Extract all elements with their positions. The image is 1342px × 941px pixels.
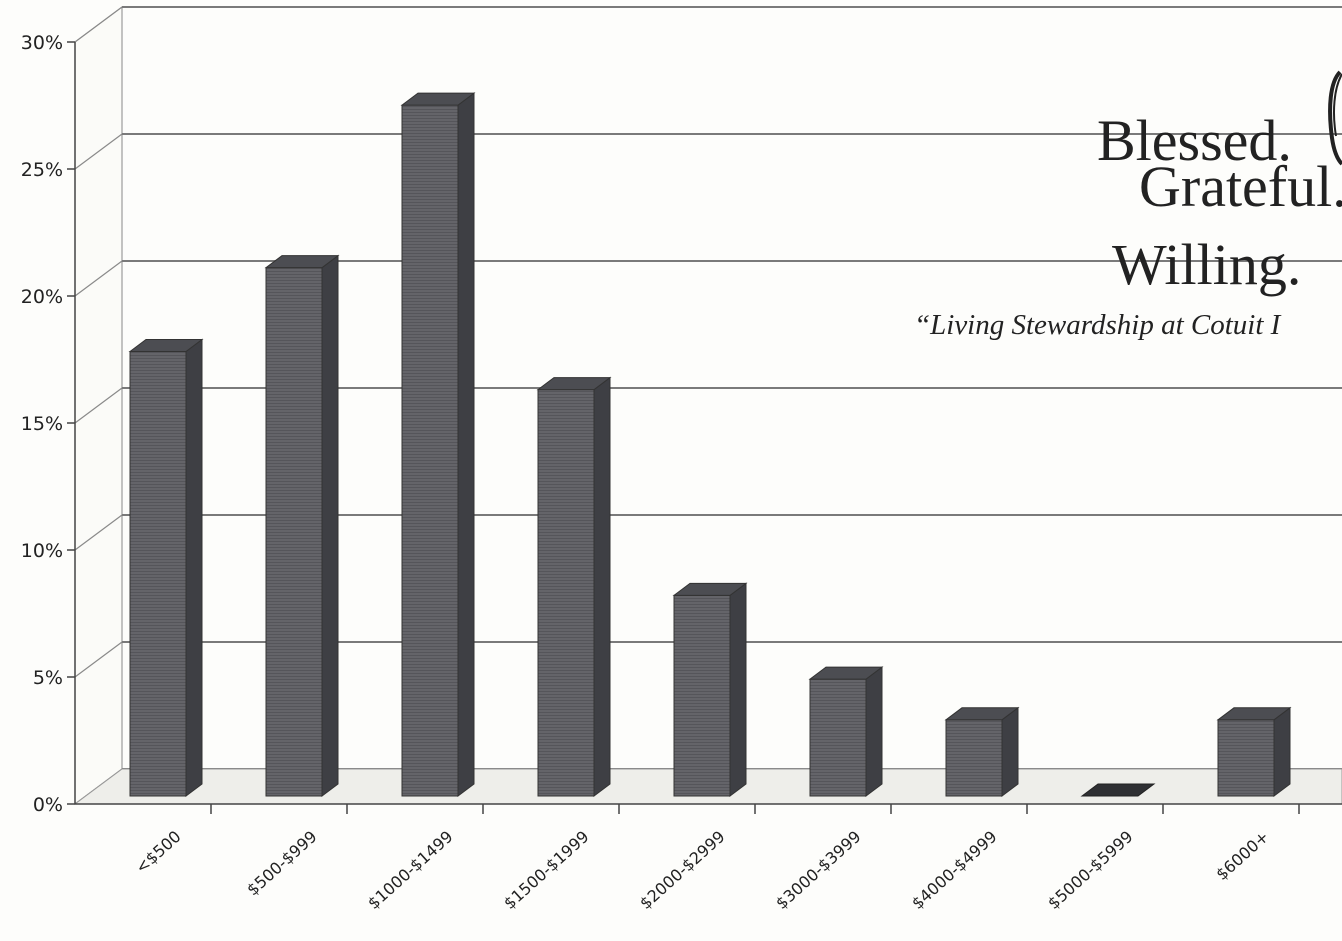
y-tick-label: 20%: [21, 286, 63, 308]
bar-top: [536, 377, 612, 391]
bar-front: [809, 678, 867, 797]
bar: [1216, 706, 1292, 797]
x-tick-label: $1500-$1999: [500, 827, 593, 913]
bar-side: [729, 582, 747, 797]
bars: [128, 92, 1292, 797]
y-tick-label: 5%: [33, 667, 63, 689]
slogan-line-blessed: Blessed.: [1097, 108, 1292, 173]
gridline-depth: [74, 133, 123, 170]
bar-top: [944, 707, 1020, 721]
x-tick-label: $4000-$4999: [908, 827, 1001, 913]
bar-side: [1273, 706, 1291, 797]
gridline-depth: [74, 641, 123, 678]
y-tick-label: 0%: [33, 794, 63, 816]
bar-front: [265, 267, 323, 797]
bar-front: [537, 389, 595, 797]
bar-top: [264, 255, 340, 269]
bar-front: [401, 104, 459, 797]
bar: [1080, 783, 1156, 797]
y-tick-label: 30%: [21, 32, 63, 54]
x-tick-label: $500-$999: [243, 827, 321, 899]
bar-side: [185, 338, 203, 797]
bar-top: [808, 666, 884, 680]
x-axis-tick-labels: <$500 $500-$999 $1000-$1499 $1500-$1999 $200…: [132, 827, 1273, 913]
y-tick-label: 25%: [21, 159, 63, 181]
x-tick-label: $6000+: [1212, 827, 1273, 884]
y-axis-tick-labels: 0% 5% 10% 15% 20% 25% 30%: [21, 32, 63, 816]
gridline-depth: [74, 387, 123, 424]
bar-side: [865, 666, 883, 797]
slogan-line-grateful: Grateful.: [1139, 154, 1342, 219]
bar-front: [673, 594, 731, 797]
bar: [808, 666, 884, 797]
bar-front: [1217, 719, 1275, 797]
bar-top: [128, 339, 204, 352]
bar-front: [945, 719, 1003, 797]
slogan-line-willing: Willing.: [1112, 232, 1302, 297]
bar-side: [321, 254, 339, 797]
x-tick-label: $1000-$1499: [364, 827, 457, 913]
x-tick-label: $2000-$2999: [636, 827, 729, 913]
bar: [944, 706, 1020, 797]
bar: [264, 254, 340, 797]
bar-top: [400, 92, 476, 106]
bar-top: [672, 582, 748, 596]
y-tick-label: 15%: [21, 413, 63, 435]
bar-side: [457, 92, 475, 797]
bar: [400, 92, 476, 797]
x-tick-label: <$500: [132, 827, 185, 877]
x-tick-label: $3000-$3999: [772, 827, 865, 913]
bar: [672, 582, 748, 797]
y-tick-label: 10%: [21, 540, 63, 562]
x-tick-label: $5000-$5999: [1044, 827, 1137, 913]
bar-front: [129, 351, 187, 797]
gridline-depth: [74, 260, 123, 297]
gridline-depth: [74, 6, 123, 43]
bar-top: [1080, 783, 1156, 797]
bar: [128, 338, 204, 797]
bar-top: [1216, 707, 1292, 721]
bar-side: [593, 376, 611, 797]
bar: [536, 376, 612, 797]
gridline-depth: [74, 514, 123, 551]
axes: [67, 41, 1342, 814]
logo-icon: [1328, 70, 1342, 166]
bar-side: [1001, 706, 1019, 797]
stewardship-tagline: “Living Stewardship at Cotuit I: [914, 309, 1281, 341]
